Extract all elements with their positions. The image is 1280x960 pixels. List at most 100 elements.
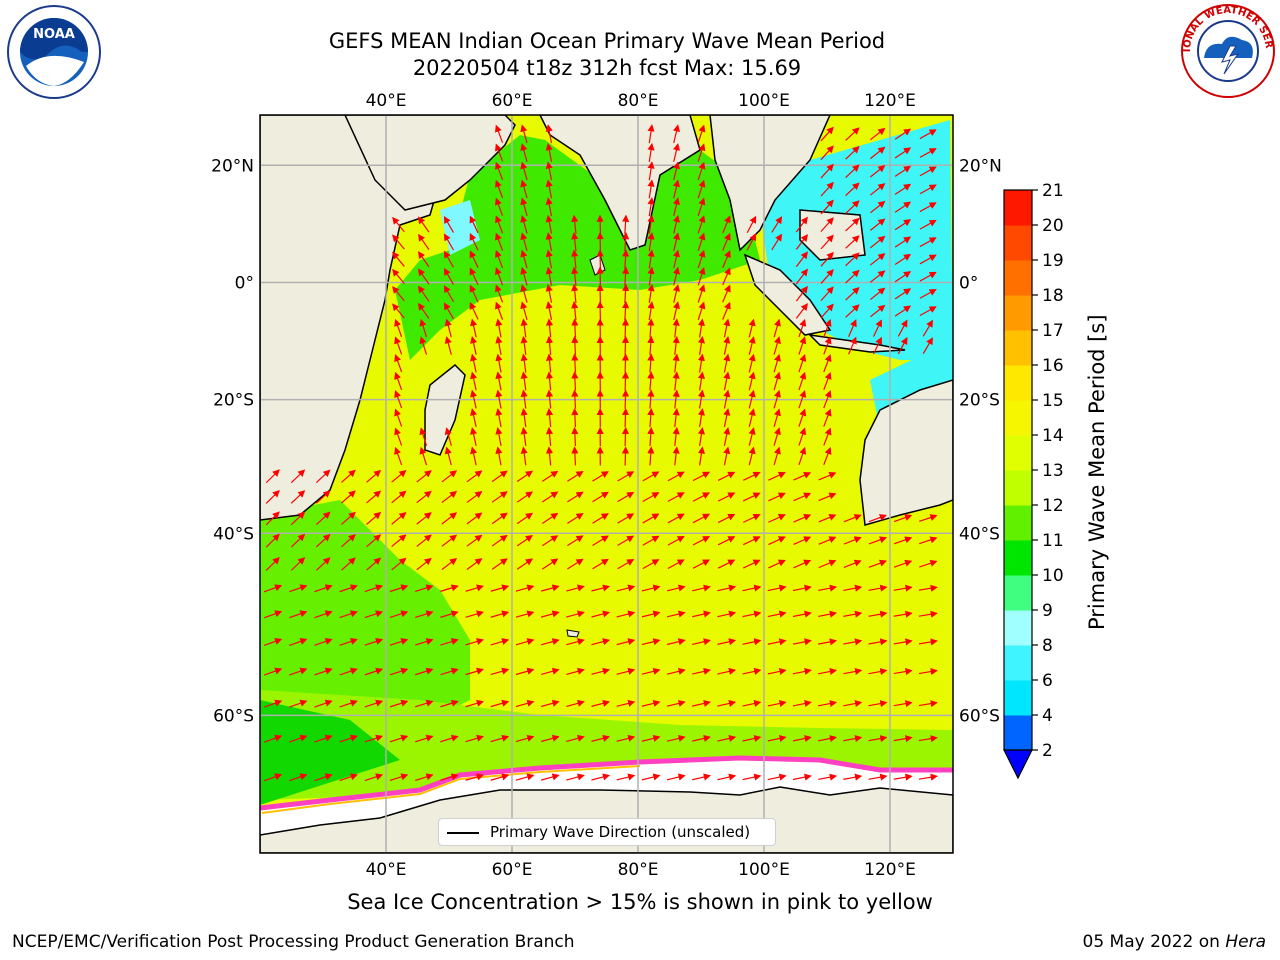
wave-direction-arrow bbox=[647, 161, 655, 181]
wave-direction-arrow bbox=[723, 353, 731, 373]
colorbar-segment bbox=[1004, 260, 1032, 296]
colorbar-segment bbox=[1004, 540, 1032, 576]
wave-direction-arrow bbox=[647, 142, 655, 163]
wave-direction-arrow bbox=[771, 216, 783, 233]
wave-direction-arrow bbox=[918, 584, 938, 592]
wave-direction-arrow bbox=[289, 773, 308, 782]
wave-direction-arrow bbox=[692, 492, 711, 502]
wave-direction-arrow bbox=[516, 558, 534, 570]
wave-direction-arrow bbox=[315, 469, 331, 483]
wave-direction-arrow bbox=[919, 166, 937, 177]
wave-direction-arrow bbox=[571, 301, 579, 321]
wave-direction-arrow bbox=[642, 559, 660, 570]
wave-direction-arrow bbox=[820, 145, 834, 161]
colorbar-segment bbox=[1004, 645, 1032, 681]
wave-direction-arrow bbox=[339, 667, 358, 676]
wave-direction-arrow bbox=[440, 773, 459, 781]
wave-direction-arrow bbox=[697, 215, 706, 234]
wave-direction-arrow bbox=[567, 491, 584, 503]
wave-direction-arrow bbox=[672, 284, 680, 303]
wave-direction-arrow bbox=[616, 667, 636, 675]
wave-direction-arrow bbox=[315, 557, 331, 571]
wave-direction-arrow bbox=[341, 511, 356, 525]
wave-direction-arrow bbox=[394, 427, 403, 446]
wave-direction-arrow bbox=[440, 638, 459, 646]
wave-direction-arrow bbox=[792, 734, 812, 743]
wave-direction-arrow bbox=[748, 408, 756, 428]
wave-direction-arrow bbox=[339, 734, 358, 743]
wave-direction-arrow bbox=[391, 469, 407, 483]
wave-direction-arrow bbox=[793, 492, 812, 502]
wave-direction-arrow bbox=[491, 512, 508, 525]
wave-direction-arrow bbox=[818, 773, 838, 781]
wave-direction-arrow bbox=[723, 408, 731, 428]
legend-line-swatch bbox=[447, 832, 479, 834]
wave-direction-arrow bbox=[592, 471, 609, 482]
wave-direction-arrow bbox=[792, 667, 812, 675]
wave-direction-arrow bbox=[641, 638, 661, 646]
colorbar-segment bbox=[1004, 610, 1032, 646]
wave-direction-arrow bbox=[465, 773, 484, 781]
wave-direction-arrow bbox=[419, 446, 428, 466]
wave-direction-arrow bbox=[520, 408, 528, 428]
wave-direction-arrow bbox=[621, 389, 630, 409]
wave-direction-arrow bbox=[545, 335, 554, 355]
wave-direction-arrow bbox=[366, 490, 382, 504]
wave-direction-arrow bbox=[773, 389, 781, 409]
wave-direction-arrow bbox=[571, 389, 579, 409]
wave-direction-arrow bbox=[417, 268, 430, 285]
wave-direction-arrow bbox=[692, 773, 711, 781]
wave-direction-arrow bbox=[641, 734, 661, 742]
wave-direction-arrow bbox=[567, 513, 584, 524]
wave-direction-arrow bbox=[339, 773, 358, 782]
wave-direction-arrow bbox=[416, 534, 432, 547]
wave-direction-arrow bbox=[843, 735, 863, 743]
wave-direction-arrow bbox=[571, 266, 579, 286]
wave-direction-arrow bbox=[394, 336, 403, 355]
wave-direction-arrow bbox=[571, 407, 579, 428]
wave-direction-arrow bbox=[616, 773, 636, 781]
wave-direction-arrow bbox=[798, 336, 807, 355]
wave-direction-arrow bbox=[314, 667, 333, 676]
wave-direction-arrow bbox=[748, 389, 756, 409]
wave-direction-arrow bbox=[919, 271, 937, 282]
wave-direction-arrow bbox=[491, 491, 508, 503]
wave-direction-arrow bbox=[767, 734, 787, 743]
lat-tick-label: 20°S bbox=[959, 391, 1000, 411]
wave-direction-arrow bbox=[894, 201, 912, 213]
wave-direction-arrow bbox=[566, 734, 585, 743]
wave-direction-arrow bbox=[748, 353, 756, 373]
colorbar-segment bbox=[1004, 190, 1032, 226]
wave-direction-arrow bbox=[466, 558, 483, 571]
wave-direction-arrow bbox=[843, 667, 863, 676]
wave-direction-arrow bbox=[845, 164, 860, 178]
java-landmass bbox=[807, 333, 906, 353]
wave-direction-arrow bbox=[495, 335, 503, 355]
wave-direction-arrow bbox=[495, 446, 503, 466]
wave-direction-arrow bbox=[263, 637, 283, 647]
wave-direction-arrow bbox=[743, 559, 761, 569]
wave-direction-arrow bbox=[642, 535, 660, 546]
wave-direction-arrow bbox=[919, 219, 937, 230]
wave-direction-arrow bbox=[845, 127, 860, 141]
wave-direction-arrow bbox=[494, 179, 504, 199]
wave-direction-arrow bbox=[798, 427, 807, 446]
colorbar-tick-label: 15 bbox=[1042, 391, 1064, 411]
wave-direction-arrow bbox=[515, 699, 535, 708]
wave-direction-arrow bbox=[339, 610, 358, 619]
wave-direction-arrow bbox=[697, 318, 706, 338]
wave-direction-arrow bbox=[314, 734, 333, 743]
wave-direction-arrow bbox=[315, 490, 331, 504]
wave-direction-arrow bbox=[389, 699, 409, 708]
wave-direction-arrow bbox=[893, 735, 913, 743]
wave-direction-arrow bbox=[697, 426, 706, 447]
wave-direction-arrow bbox=[419, 336, 428, 355]
wave-direction-arrow bbox=[820, 181, 834, 197]
wave-direction-arrow bbox=[820, 217, 834, 232]
wave-direction-arrow bbox=[919, 514, 938, 522]
wave-direction-arrow bbox=[415, 699, 434, 708]
lon-tick-label: 120°E bbox=[864, 91, 916, 111]
wave-direction-arrow bbox=[692, 734, 711, 742]
wave-direction-arrow bbox=[339, 638, 358, 646]
